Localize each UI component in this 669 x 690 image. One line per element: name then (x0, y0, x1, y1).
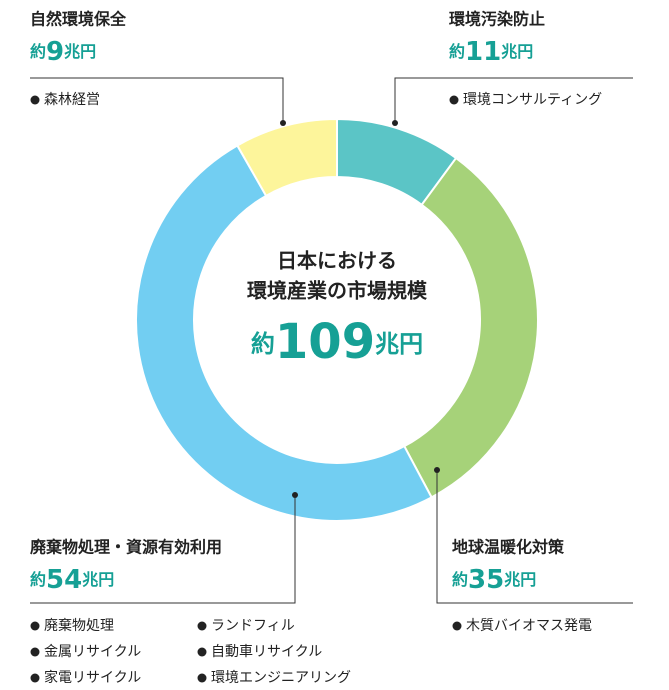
bullet (30, 673, 40, 683)
bullet (197, 673, 207, 683)
donut-segment (402, 156, 539, 499)
center-total: 約109兆円 (251, 314, 423, 370)
value: 35 (468, 565, 504, 595)
donut (135, 117, 539, 522)
bullet (30, 95, 40, 105)
approx: 約 (30, 570, 46, 589)
unit: 兆円 (501, 42, 533, 61)
approx: 約 (452, 570, 468, 589)
leader (394, 77, 633, 123)
item-label: 森林経営 (44, 92, 100, 108)
legend-title: 環境汚染防止 (449, 10, 545, 29)
bullet (197, 647, 207, 657)
center-title: 環境産業の市場規模 (247, 279, 428, 303)
item-label: ランドフィル (211, 618, 295, 634)
item-label: 環境エンジニアリング (211, 670, 351, 686)
value-label: 約35兆円 (452, 565, 536, 595)
approx: 約 (449, 42, 465, 61)
bullet (30, 647, 40, 657)
total: 109 (275, 314, 375, 370)
bullet (197, 621, 207, 631)
leaders (30, 77, 633, 604)
value: 9 (46, 37, 64, 67)
bullet (452, 621, 462, 631)
item-label: 廃棄物処理 (44, 617, 114, 634)
legend-title: 廃棄物処理・資源有効利用 (30, 538, 222, 557)
value-label: 約9兆円 (30, 37, 96, 67)
leader-dot (280, 120, 286, 126)
legend-title: 地球温暖化対策 (452, 538, 565, 557)
bullet (449, 95, 459, 105)
value: 54 (46, 565, 82, 595)
value-label: 約11兆円 (449, 37, 533, 67)
leader-dot (434, 467, 440, 473)
leader (30, 495, 296, 604)
unit: 兆円 (82, 570, 114, 589)
value-label: 約54兆円 (30, 565, 114, 595)
legend-title: 自然環境保全 (30, 10, 127, 29)
donut-segment (235, 117, 338, 198)
donut-segment (135, 144, 433, 522)
value: 11 (465, 37, 501, 67)
leader-dot (292, 492, 298, 498)
leader-dot (392, 120, 398, 126)
item-label: 金属リサイクル (44, 644, 141, 660)
leader (30, 77, 284, 123)
item-label: 環境コンサルティング (463, 92, 602, 108)
approx: 約 (30, 42, 46, 61)
unit: 兆円 (504, 570, 536, 589)
unit: 兆円 (375, 330, 423, 358)
item-label: 木質バイオマス発電 (466, 618, 592, 634)
unit: 兆円 (64, 42, 96, 61)
item-label: 自動車リサイクル (211, 643, 322, 660)
approx: 約 (251, 330, 275, 358)
center-title: 日本における (277, 249, 397, 273)
leader (436, 470, 633, 604)
item-label: 家電リサイクル (44, 669, 141, 686)
bullet (30, 621, 40, 631)
